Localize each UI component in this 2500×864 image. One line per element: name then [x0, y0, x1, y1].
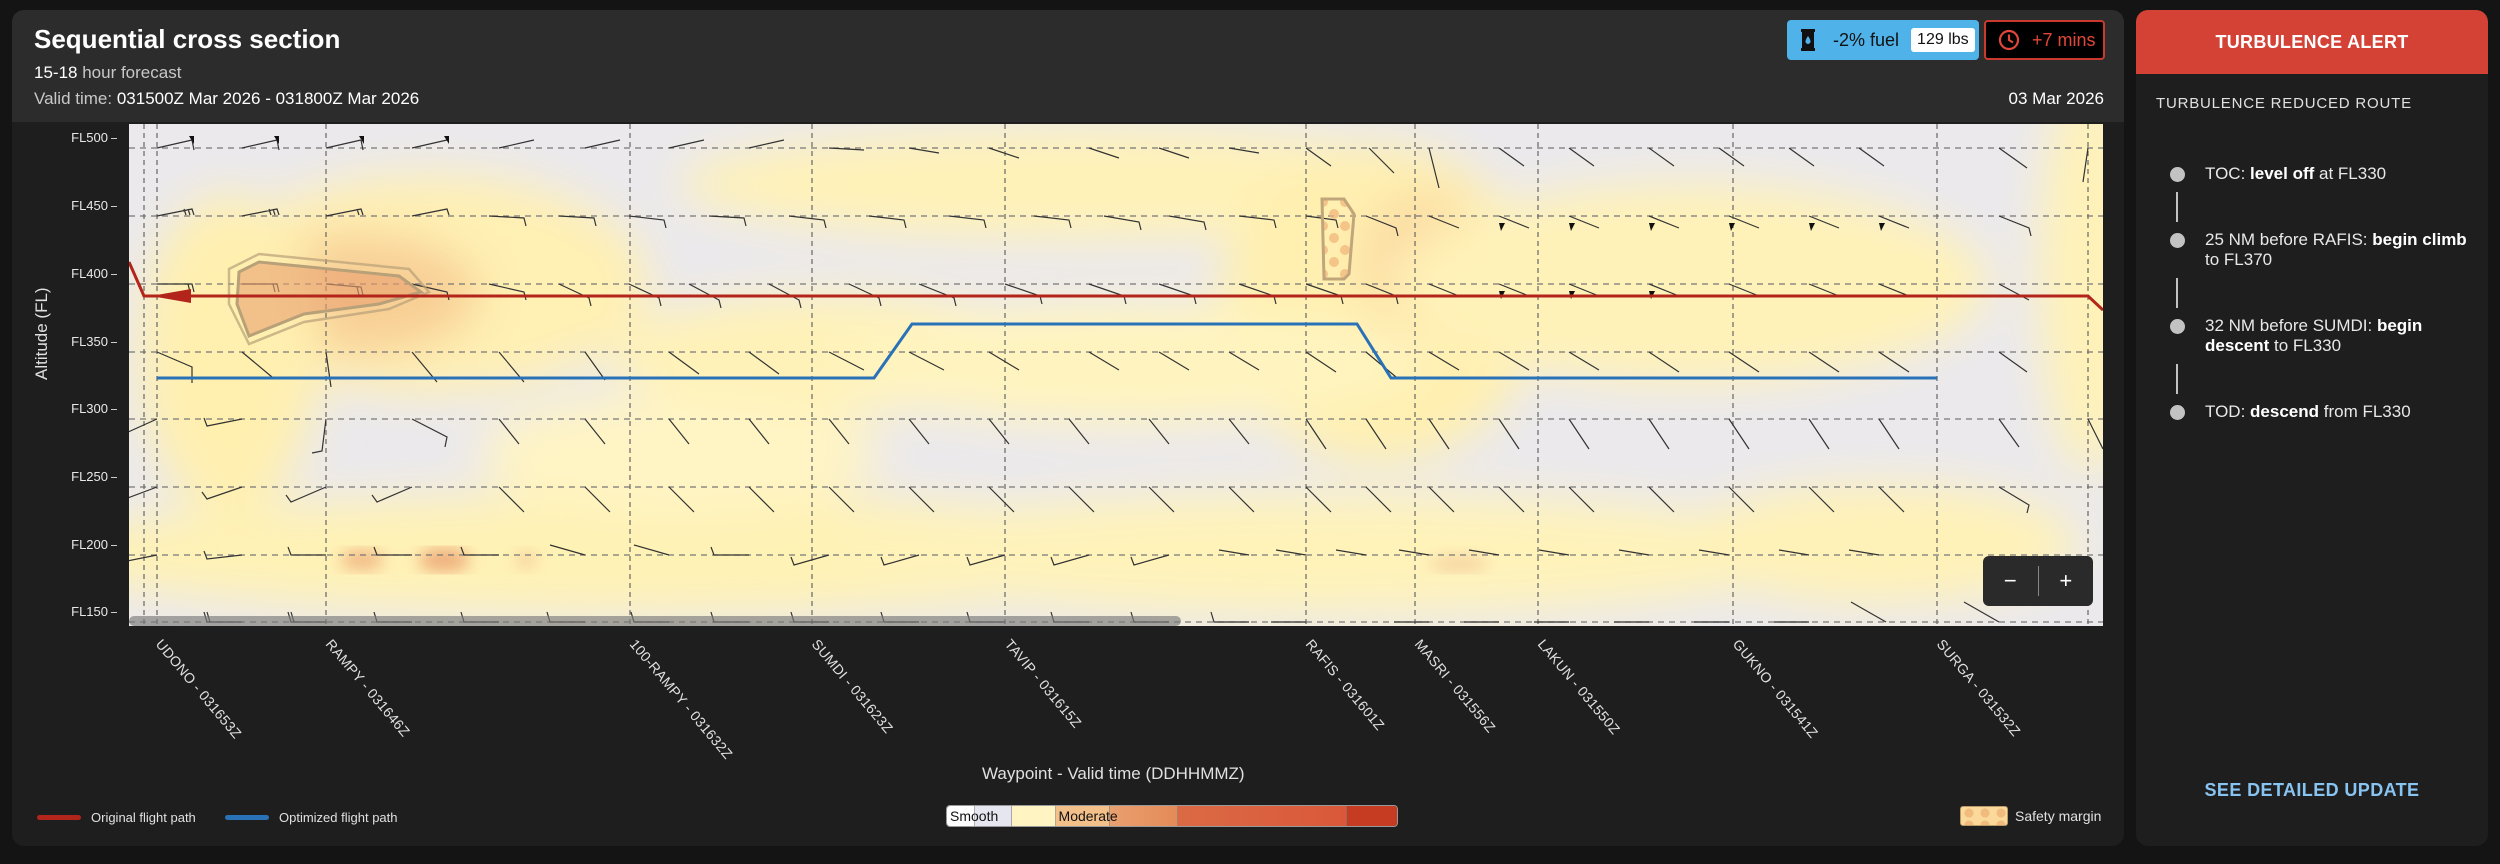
original-flight-path[interactable]	[129, 261, 2103, 312]
legend-optimized-label: Optimized flight path	[279, 810, 398, 825]
safety-margin-zone[interactable]	[1320, 197, 1356, 281]
legend-optimized-path: Optimized flight path	[225, 810, 398, 825]
x-tick-rampy: RAMPY - 031646Z	[322, 636, 414, 740]
x-tick-100-rampy: 100-RAMPY - 031632Z	[626, 636, 737, 762]
forecast-range: 15-18 hour forecast	[34, 63, 181, 83]
zoom-out-button[interactable]: −	[2003, 568, 2017, 593]
legend-safety-margin: Safety margin	[1960, 806, 2101, 826]
x-tick-udono: UDONO - 031653Z	[152, 636, 245, 742]
scale-segment-moderate: Moderate	[1055, 806, 1118, 826]
x-tick-gukno: GUKNO - 031541Z	[1729, 636, 1822, 741]
step-dot	[2170, 319, 2185, 334]
step-text: 32 NM before SUMDI: begin descent to FL3…	[2205, 316, 2423, 355]
turbulence-alert-panel: TURBULENCE ALERT TURBULENCE REDUCED ROUT…	[2136, 10, 2488, 846]
cross-section-card: Sequential cross section 15-18 hour fore…	[12, 10, 2124, 846]
step-dot	[2170, 167, 2185, 182]
step-dot	[2170, 233, 2185, 248]
scale-segment-extreme	[1347, 806, 1397, 826]
x-tick-lakun: LAKUN - 031550Z	[1534, 636, 1624, 738]
y-tick-fl150: FL150	[48, 604, 117, 619]
scale-segment-light	[974, 806, 1012, 826]
step-text: 25 NM before RAFIS: begin climb to FL370	[2205, 230, 2467, 269]
scale-segment-smooth: Smooth	[947, 806, 998, 826]
y-tick-fl350: FL350	[48, 334, 117, 349]
waypoint-gridlines	[143, 124, 2089, 626]
valid-time-label: Valid time:	[34, 89, 117, 108]
zoom-in-button[interactable]: +	[2059, 568, 2073, 593]
step-connector	[2176, 364, 2178, 394]
scale-segment-moderate-severe	[1110, 806, 1178, 826]
step-connector	[2176, 278, 2178, 308]
y-tick-fl300: FL300	[48, 401, 117, 416]
x-axis-title: Waypoint - Valid time (DDHHMMZ)	[982, 764, 1245, 783]
safety-margin-swatch	[1960, 806, 2008, 826]
route-step-toc: TOC: level off at FL330	[2170, 164, 2470, 184]
scale-label-moderate: Moderate	[1058, 808, 1118, 824]
optimized-flight-path[interactable]	[157, 322, 1937, 380]
turbulence-zone-udono-rampy	[235, 260, 425, 338]
forecast-label: hour forecast	[77, 63, 182, 82]
scale-label-smooth: Smooth	[950, 808, 999, 824]
zoom-controls: − +	[1983, 556, 2093, 606]
fuel-savings-badge: -2% fuel 129 lbs	[1787, 20, 1979, 60]
x-tick-sumdi: SUMDI - 031623Z	[808, 636, 897, 737]
step-connector	[2176, 192, 2178, 222]
step-text: TOC: level off at FL330	[2205, 164, 2387, 183]
see-detailed-update-button[interactable]: SEE DETAILED UPDATE	[2204, 780, 2420, 800]
plot-canvas	[129, 124, 2103, 626]
legend-original-label: Original flight path	[91, 810, 196, 825]
original-path-direction-arrow	[151, 289, 191, 303]
valid-time: Valid time: 031500Z Mar 2026 - 031800Z M…	[34, 89, 419, 109]
x-tick-tavip: TAVIP - 031615Z	[1001, 636, 1085, 731]
forecast-date: 03 Mar 2026	[2008, 89, 2104, 108]
turbulence-heatmap	[129, 124, 2103, 614]
y-tick-fl200: FL200	[48, 537, 117, 552]
route-step-descent: 32 NM before SUMDI: begin descent to FL3…	[2170, 316, 2470, 356]
time-delta-badge: +7 mins	[1984, 20, 2105, 60]
legend-original-path: Original flight path	[37, 810, 196, 825]
optimized-path-swatch	[225, 815, 269, 820]
x-tick-rafis: RAFIS - 031601Z	[1302, 636, 1388, 734]
valid-time-value: 031500Z Mar 2026 - 031800Z Mar 2026	[116, 89, 420, 108]
route-step-climb: 25 NM before RAFIS: begin climb to FL370	[2170, 230, 2470, 270]
y-tick-fl450: FL450	[48, 198, 117, 213]
turbulence-intensity-scale: Smooth Moderate	[946, 805, 1398, 827]
chart-header: Sequential cross section 15-18 hour fore…	[12, 10, 2124, 122]
fuel-savings-label: -2% fuel	[1833, 29, 1900, 50]
alert-title: TURBULENCE ALERT	[2136, 10, 2488, 74]
scale-segment-severe	[1178, 806, 1348, 826]
fuel-barrel-icon	[1801, 29, 1815, 51]
step-dot	[2170, 405, 2185, 420]
y-tick-fl250: FL250	[48, 469, 117, 484]
x-tick-surga: SURGA - 031532Z	[1933, 636, 2024, 740]
route-step-tod: TOD: descend from FL330	[2170, 402, 2470, 422]
horizontal-scrollbar[interactable]	[129, 616, 1181, 626]
safety-margin-label: Safety margin	[2015, 808, 2102, 824]
page-title: Sequential cross section	[34, 24, 341, 54]
y-tick-fl500: FL500	[48, 130, 117, 145]
route-steps: TOC: level off at FL330 25 NM before RAF…	[2170, 164, 2470, 422]
turbulence-cross-section-plot[interactable]	[129, 124, 2103, 626]
scale-segment-light-moderate	[1011, 806, 1056, 826]
original-path-swatch	[37, 815, 81, 820]
fuel-savings-amount: 129 lbs	[1911, 28, 1975, 52]
x-tick-masri: MASRI - 031556Z	[1411, 636, 1499, 736]
time-delta-label: +7 mins	[2032, 29, 2096, 50]
y-tick-fl400: FL400	[48, 266, 117, 281]
step-text: TOD: descend from FL330	[2205, 402, 2411, 421]
clock-icon	[1998, 29, 2020, 51]
forecast-hours: 15-18	[34, 63, 78, 82]
alert-subtitle: TURBULENCE REDUCED ROUTE	[2156, 95, 2412, 112]
zoom-divider	[2037, 566, 2039, 596]
